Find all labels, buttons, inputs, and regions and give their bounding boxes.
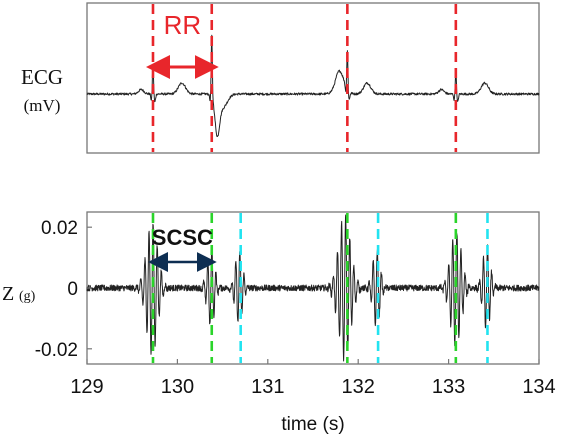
z-xtick-label: 130 [161, 376, 194, 398]
z-xtick-label: 134 [522, 376, 555, 398]
z-ytick-label: 0 [67, 279, 78, 300]
z-ytick-label: -0.02 [35, 340, 78, 361]
rr-annotation: RR [145, 10, 219, 79]
ecg-ylabel: ECG [21, 65, 63, 89]
z-yunit: (g) [19, 289, 36, 304]
rr-label: RR [164, 10, 202, 40]
x-axis-title: time (s) [281, 414, 344, 435]
ecg-yunit: (mV) [24, 96, 61, 115]
ecg-trace [86, 34, 540, 137]
z-xtick-label: 133 [432, 376, 465, 398]
z-trace [86, 214, 540, 362]
z-xtick-label: 129 [70, 376, 103, 398]
z-ylabel: Z [2, 283, 14, 305]
ecg-plot-frame [86, 2, 540, 154]
scsc-label: SCSC [152, 225, 213, 250]
scsc-annotation: SCSC [147, 225, 217, 272]
accel-panel: SCSC 0.02 0 -0.02 129 130 131 132 133 134 Z (g)… [2, 211, 556, 435]
z-ytick-label: 0.02 [41, 218, 78, 239]
z-yaxis: 0.02 0 -0.02 [35, 218, 92, 361]
ecg-panel: RR ECG (mV) [21, 2, 540, 154]
z-xtick-label: 131 [251, 376, 284, 398]
z-xtick-label: 132 [342, 376, 375, 398]
z-xaxis: 129 130 131 132 133 134 [70, 359, 556, 398]
z-event-markers [151, 213, 489, 363]
